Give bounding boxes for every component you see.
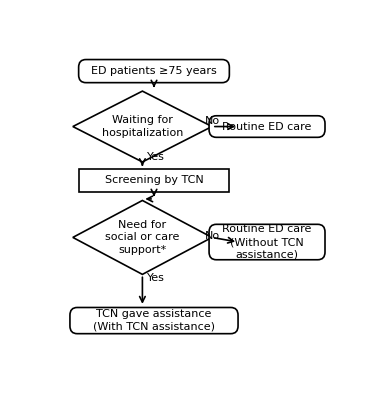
Text: Need for
social or care
support*: Need for social or care support* [105, 220, 180, 255]
Text: No: No [205, 116, 220, 126]
Text: No: No [205, 232, 220, 242]
Text: Waiting for
hospitalization: Waiting for hospitalization [102, 115, 183, 138]
Text: TCN gave assistance
(With TCN assistance): TCN gave assistance (With TCN assistance… [93, 309, 215, 332]
FancyBboxPatch shape [79, 60, 229, 83]
Text: Routine ED care
(Without TCN
assistance): Routine ED care (Without TCN assistance) [223, 224, 312, 260]
Text: Screening by TCN: Screening by TCN [105, 176, 203, 186]
Text: Yes: Yes [147, 273, 165, 283]
Text: Routine ED care: Routine ED care [223, 122, 312, 132]
FancyBboxPatch shape [70, 308, 238, 334]
Polygon shape [73, 200, 212, 274]
FancyBboxPatch shape [209, 224, 325, 260]
FancyBboxPatch shape [209, 116, 325, 137]
Text: ED patients ≥75 years: ED patients ≥75 years [91, 66, 217, 76]
Text: Yes: Yes [147, 152, 165, 162]
Polygon shape [73, 91, 212, 162]
FancyBboxPatch shape [79, 169, 229, 192]
